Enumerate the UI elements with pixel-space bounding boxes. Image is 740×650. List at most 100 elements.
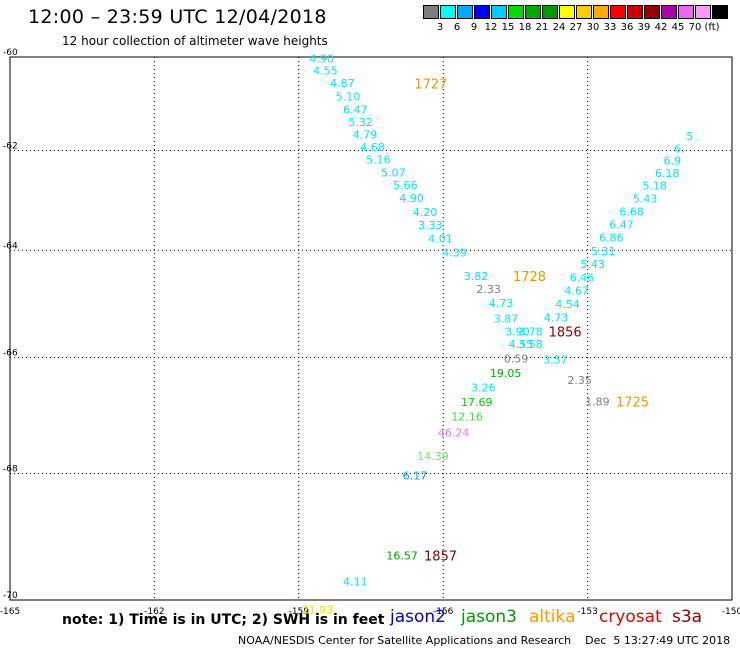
- wave-height-label: 4.67: [564, 285, 589, 298]
- wave-height-label: 6.68: [619, 206, 644, 219]
- colorbar-label: 9: [470, 22, 478, 33]
- wave-height-label: 4.39: [442, 246, 467, 259]
- wave-height-label: 2.35: [567, 374, 592, 387]
- wave-height-label: 5.07: [381, 166, 406, 179]
- wave-height-label: 3.82: [464, 270, 489, 283]
- wave-height-label: 4.79: [353, 129, 378, 142]
- colorbar-label: (ft): [704, 22, 720, 33]
- wave-height-label: 12.16: [451, 411, 483, 424]
- lat-tick-label: -60: [3, 48, 18, 58]
- pass-time-label: 1856: [549, 326, 582, 341]
- footer-note: note: 1) Time is in UTC; 2) SWH is in fe…: [62, 612, 385, 628]
- wave-height-label: 4.20: [413, 206, 438, 219]
- colorbar-label: 33: [603, 22, 617, 33]
- colorbar-swatch: [474, 5, 490, 19]
- wave-height-label: 3.57: [543, 354, 568, 367]
- colorbar-swatch: [525, 5, 541, 19]
- wave-height-label: 3.90: [505, 326, 530, 339]
- wave-height-label: 1.89: [585, 396, 610, 409]
- colorbar-swatch: [576, 5, 592, 19]
- mission-jason3: jason3: [461, 607, 517, 627]
- colorbar-label: 27: [569, 22, 583, 33]
- colorbar-label: 45: [671, 22, 685, 33]
- wave-height-label: 5.10: [336, 90, 361, 103]
- lon-tick-label: -165: [0, 607, 20, 617]
- wave-height-label: 4.90: [399, 192, 424, 205]
- lon-tick-label: -162: [144, 607, 164, 617]
- wave-height-label: 3.78: [518, 326, 543, 339]
- colorbar-label: 3: [436, 22, 444, 33]
- altimeter-map: -60 -62 -64 -66 -68 -70 -165 -162 -159 -156 -153 -1…: [0, 48, 740, 617]
- colorbar-swatch: [712, 5, 728, 19]
- lat-tick-label: -70: [3, 591, 18, 601]
- wave-height-label: 3.26: [471, 381, 496, 394]
- wave-height-label: 6.: [674, 143, 685, 156]
- colorbar-label: 15: [501, 22, 515, 33]
- colorbar-label: 36: [620, 22, 634, 33]
- wave-height-label: 5.18: [642, 180, 667, 193]
- wave-height-label: 4.73: [489, 297, 513, 310]
- wave-height-label: 6.47: [609, 219, 634, 232]
- colorbar-swatch: [457, 5, 473, 19]
- wave-height-label: 5.16: [366, 154, 391, 167]
- colorbar-swatch: [423, 5, 439, 19]
- colorbar-swatch: [542, 5, 558, 19]
- wave-height-label: 46.24: [438, 426, 470, 439]
- wave-height-label: 5.31: [591, 245, 616, 258]
- colorbar-swatch: [440, 5, 456, 19]
- wave-height-label: 2.33: [476, 283, 501, 296]
- pass-time-label: 1728: [513, 270, 546, 285]
- lon-tick-label: -156: [433, 607, 454, 617]
- colorbar-label: 24: [552, 22, 566, 33]
- mission-s3a: s3a: [672, 607, 703, 627]
- colorbar-swatch: [593, 5, 609, 19]
- mission-cryosat: cryosat: [599, 607, 662, 627]
- colorbar-label: 12: [484, 22, 498, 33]
- colorbar-swatch: [491, 5, 507, 19]
- colorbar-swatch: [678, 5, 694, 19]
- lon-tick-label: -150: [722, 607, 740, 617]
- wave-height-label: 5.43: [633, 193, 658, 206]
- lat-tick-label: -66: [3, 349, 18, 359]
- wave-height-label: 6.46: [570, 271, 595, 284]
- wave-height-label: 4.55: [313, 65, 338, 78]
- wave-height-label: 6.86: [599, 231, 624, 244]
- lon-tick-label: -159: [289, 607, 310, 617]
- colorbar-swatch: [695, 5, 711, 19]
- colorbar-label: 39: [637, 22, 651, 33]
- wave-height-label: 4.11: [343, 576, 368, 589]
- map-frame: [9, 56, 733, 601]
- colorbar-label: 6: [453, 22, 461, 33]
- mission-jason2: jason2: [390, 607, 446, 627]
- wave-height-label: 5.32: [348, 116, 373, 129]
- wave-height-label: 4.90: [309, 52, 334, 65]
- colorbar-swatch: [644, 5, 660, 19]
- lat-tick-label: -68: [3, 465, 18, 475]
- colorbar-label: 30: [586, 22, 600, 33]
- page-subtitle: 12 hour collection of altimeter wave hei…: [62, 34, 328, 48]
- lat-tick-label: -62: [3, 141, 18, 151]
- colorbar-label: 18: [518, 22, 532, 33]
- wave-height-label: 4.54: [555, 298, 580, 311]
- wave-height-label: 4.68: [360, 141, 385, 154]
- wave-height-label: 6.9: [664, 155, 682, 168]
- wave-height-label: 4.01: [428, 232, 453, 245]
- wave-height-label: 16.57: [386, 550, 418, 563]
- wave-height-label: 6.17: [403, 469, 428, 482]
- pass-time-label: 1857: [424, 550, 457, 565]
- colorbar-swatch: [508, 5, 524, 19]
- credit-line: NOAA/NESDIS Center for Satellite Applica…: [238, 634, 731, 647]
- colorbar-swatch: [661, 5, 677, 19]
- wave-height-label: 6.47: [343, 104, 368, 117]
- wave-height-label: 4.87: [330, 77, 355, 90]
- wave-height-label: 4.73: [544, 311, 569, 324]
- pass-time-label: 1725: [616, 396, 649, 411]
- colorbar-label: 70: [688, 22, 702, 33]
- mission-altika: altika: [529, 607, 576, 627]
- wave-height-label: 0.59: [504, 353, 529, 366]
- colorbar-swatch: [627, 5, 643, 19]
- wave-height-label: 21.93: [302, 603, 334, 616]
- wave-height-label: 5.43: [580, 258, 605, 271]
- colorbar-label: 42: [654, 22, 668, 33]
- page-title: 12:00 – 23:59 UTC 12/04/2018: [28, 6, 327, 28]
